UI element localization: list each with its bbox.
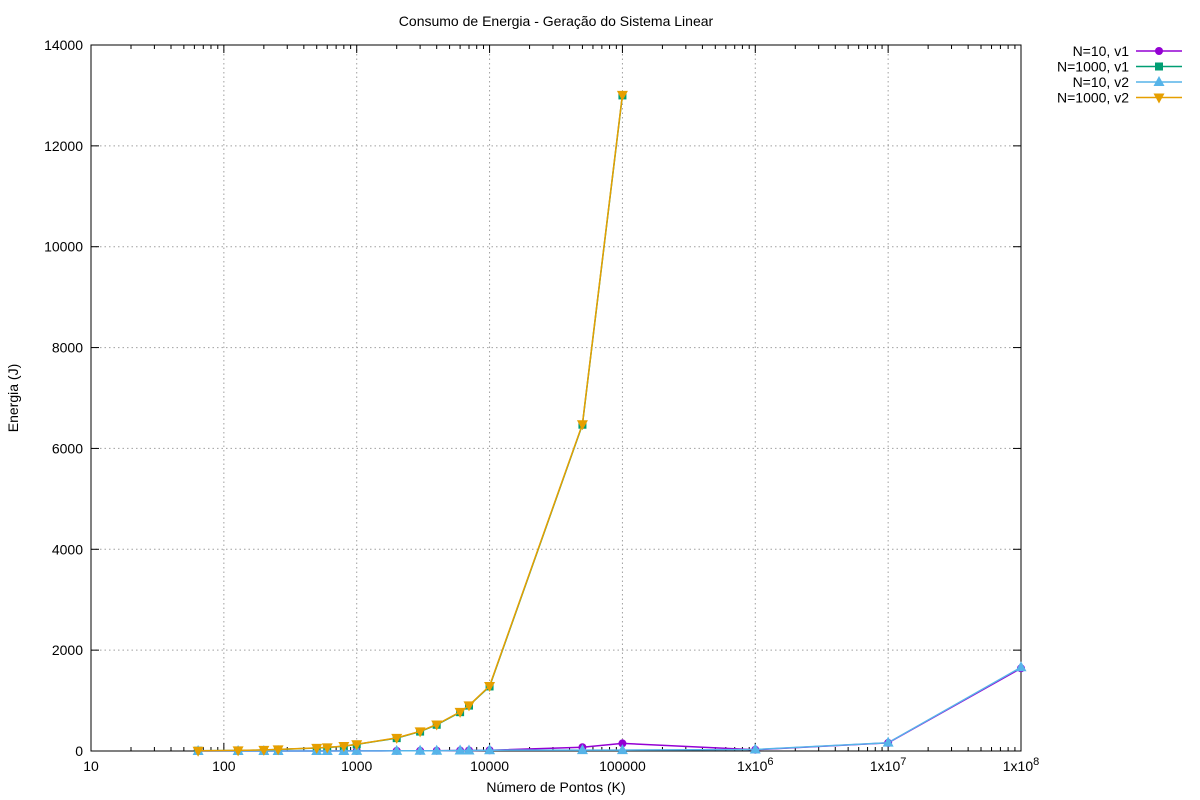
y-tick-label: 12000 [44, 138, 83, 154]
tick-layer: 0 2000 4000 6000 8000 10000 12000 14000 10 100 100… [44, 37, 1039, 774]
data-point [576, 420, 588, 431]
data-point [484, 744, 496, 755]
data-point [311, 743, 323, 754]
legend-label: N=1000, v1 [1057, 59, 1129, 75]
series-layer [192, 90, 1027, 757]
data-point [616, 744, 628, 755]
grid-layer [91, 45, 1021, 751]
legend-marker [1155, 47, 1163, 55]
legend: N=10, v1N=1000, v1N=10, v2N=1000, v2 [1057, 43, 1182, 106]
data-point [321, 743, 333, 754]
series-line [198, 94, 624, 752]
data-point [576, 744, 588, 755]
legend-label: N=1000, v2 [1057, 90, 1129, 106]
y-tick-label: 14000 [44, 37, 83, 53]
x-tick-label: 100 [212, 758, 236, 774]
legend-marker [1153, 93, 1165, 104]
x-tick-label: 10000 [470, 758, 509, 774]
data-point [232, 746, 244, 757]
y-tick-label: 10000 [44, 239, 83, 255]
x-tick-label: 1x108 [1003, 756, 1039, 774]
y-tick-label: 4000 [52, 541, 83, 557]
data-point [618, 739, 627, 748]
data-point [454, 744, 466, 755]
data-point [414, 744, 426, 755]
data-point [431, 744, 443, 755]
series-2 [192, 661, 1027, 755]
series-line [198, 95, 624, 752]
data-point [258, 745, 270, 756]
data-point [272, 745, 284, 756]
data-point [463, 744, 475, 755]
data-point [338, 742, 350, 753]
data-point [463, 701, 475, 712]
data-point [616, 90, 628, 101]
y-axis-label: Energia (J) [5, 364, 21, 432]
legend-marker [1153, 76, 1165, 86]
series-line [198, 667, 1022, 752]
x-axis-label: Número de Pontos (K) [486, 779, 625, 795]
x-tick-label: 1x107 [870, 756, 906, 774]
data-point [351, 740, 363, 751]
legend-marker [1155, 62, 1163, 71]
data-point [749, 743, 761, 754]
y-tick-label: 8000 [52, 340, 83, 356]
data-point [192, 746, 204, 757]
x-tick-label: 1000 [341, 758, 372, 774]
data-point [454, 707, 466, 718]
x-tick-label: 1x106 [737, 756, 773, 774]
y-tick-label: 2000 [52, 642, 83, 658]
data-point [431, 720, 443, 731]
plot-frame [90, 44, 1022, 752]
data-point [1015, 661, 1027, 672]
legend-label: N=10, v2 [1073, 74, 1130, 90]
x-tick-label: 100000 [599, 758, 646, 774]
y-tick-label: 0 [75, 743, 83, 759]
series-3 [192, 90, 628, 757]
data-point [484, 681, 496, 692]
chart-title: Consumo de Energia - Geração do Sistema … [399, 13, 714, 29]
data-point [882, 736, 894, 747]
series-1 [194, 91, 627, 755]
data-point [414, 727, 426, 738]
x-tick-label: 10 [83, 758, 99, 774]
y-tick-label: 6000 [52, 440, 83, 456]
data-point [391, 733, 403, 744]
data-point [391, 744, 403, 755]
legend-label: N=10, v1 [1073, 43, 1130, 59]
series-0 [194, 664, 1025, 755]
